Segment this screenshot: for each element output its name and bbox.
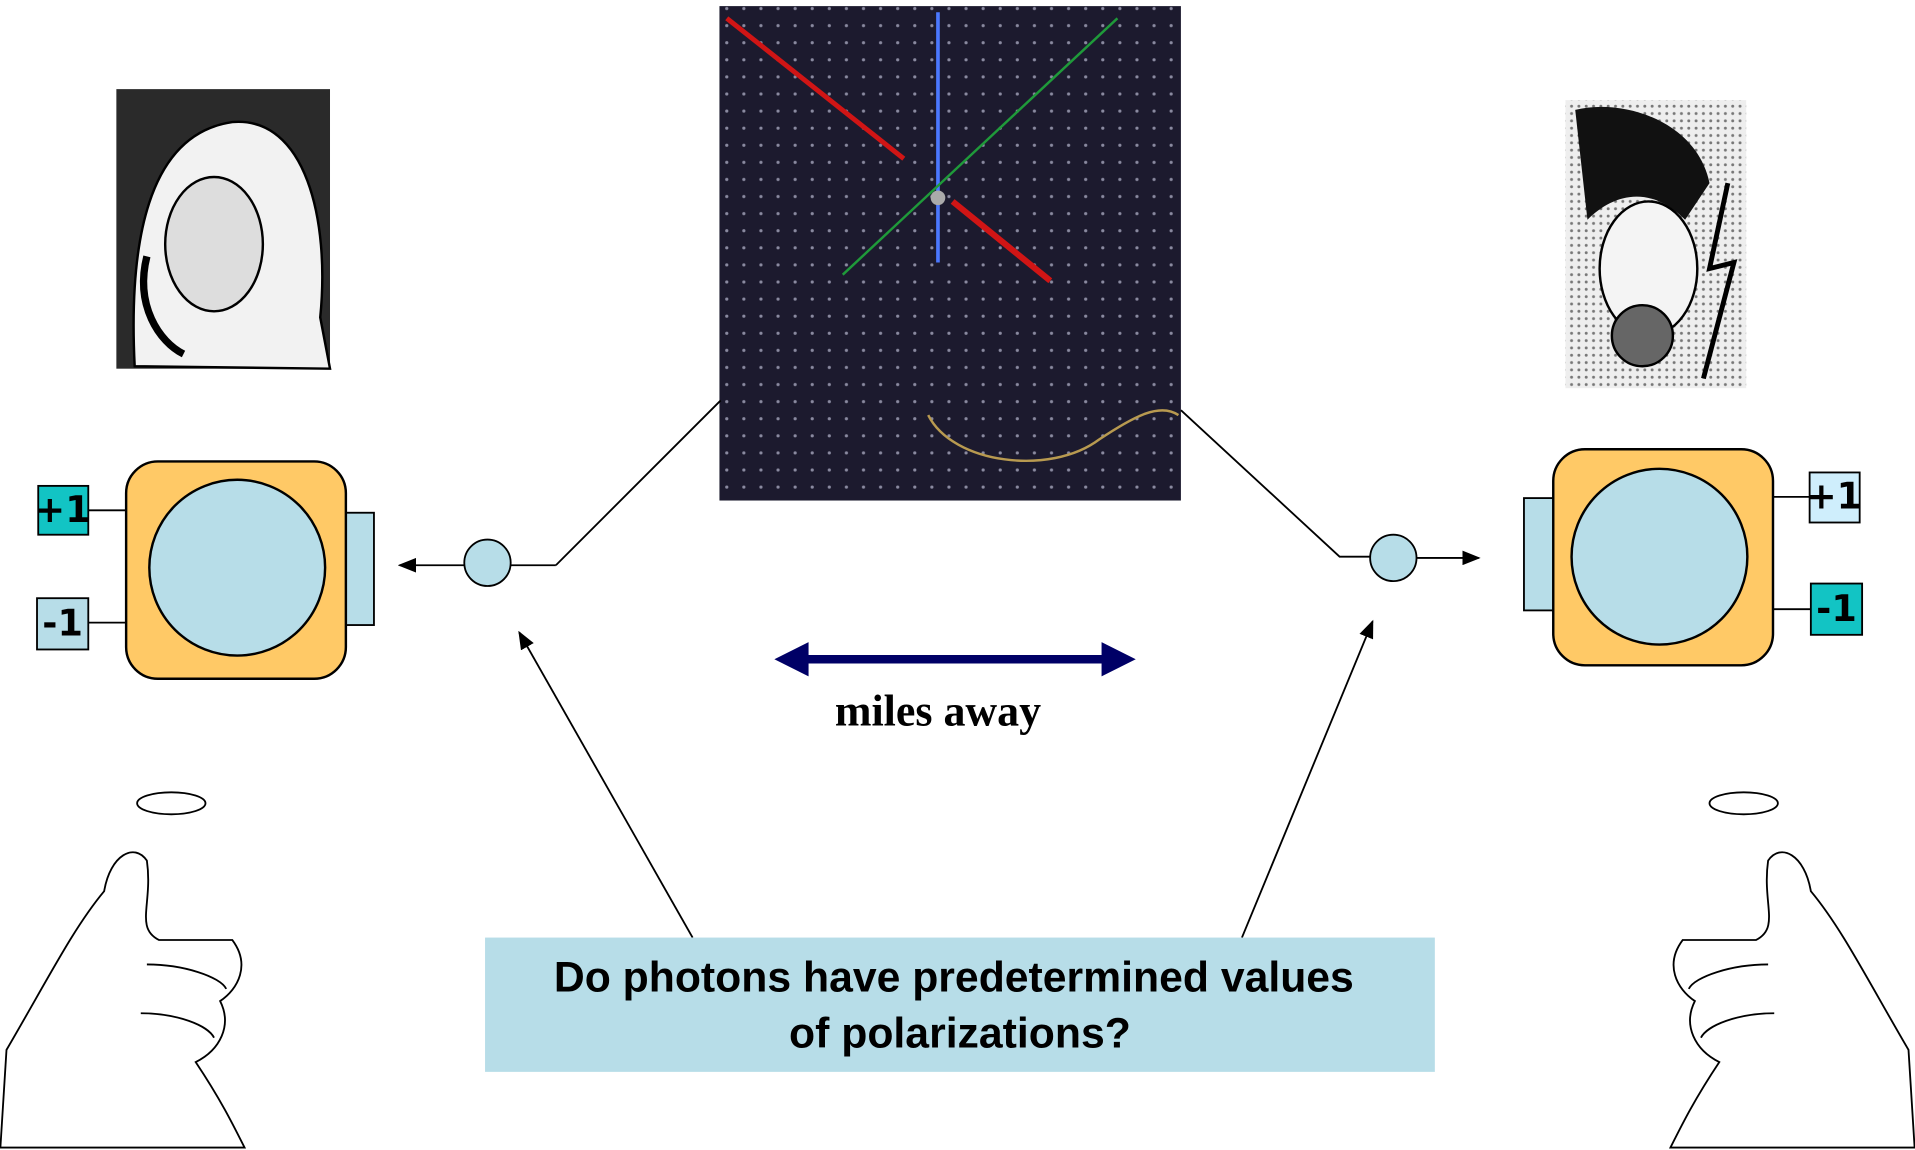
minus-label: -1 bbox=[42, 602, 83, 645]
woman-cartoon bbox=[116, 89, 330, 369]
plus-label: +1 bbox=[35, 488, 91, 531]
question-arrow bbox=[1242, 621, 1373, 937]
plus-label: +1 bbox=[1806, 475, 1862, 518]
left-fiber bbox=[556, 400, 721, 565]
distance-label: miles away bbox=[835, 686, 1041, 735]
page: {"left_detector": {"plus": "+1", "minus"… bbox=[0, 0, 1915, 1150]
right-photon bbox=[1370, 535, 1416, 581]
right-detector: +1 -1 bbox=[1524, 449, 1862, 665]
left-detector: +1 -1 bbox=[35, 461, 374, 678]
question-arrow bbox=[519, 632, 692, 937]
slide: +1 -1 +1 -1 miles away Do photons have p… bbox=[0, 0, 1915, 1150]
left-hand bbox=[0, 792, 244, 1147]
question-line: Do photons have predetermined values bbox=[554, 954, 1354, 1002]
right-hand bbox=[1670, 792, 1914, 1147]
distance-arrow bbox=[774, 642, 1135, 676]
right-fiber bbox=[1181, 410, 1370, 556]
question-line: of polarizations? bbox=[789, 1010, 1131, 1058]
man-cartoon bbox=[1565, 100, 1746, 388]
left-photon bbox=[464, 540, 510, 586]
minus-label: -1 bbox=[1816, 587, 1857, 630]
lab-photo bbox=[719, 6, 1180, 500]
